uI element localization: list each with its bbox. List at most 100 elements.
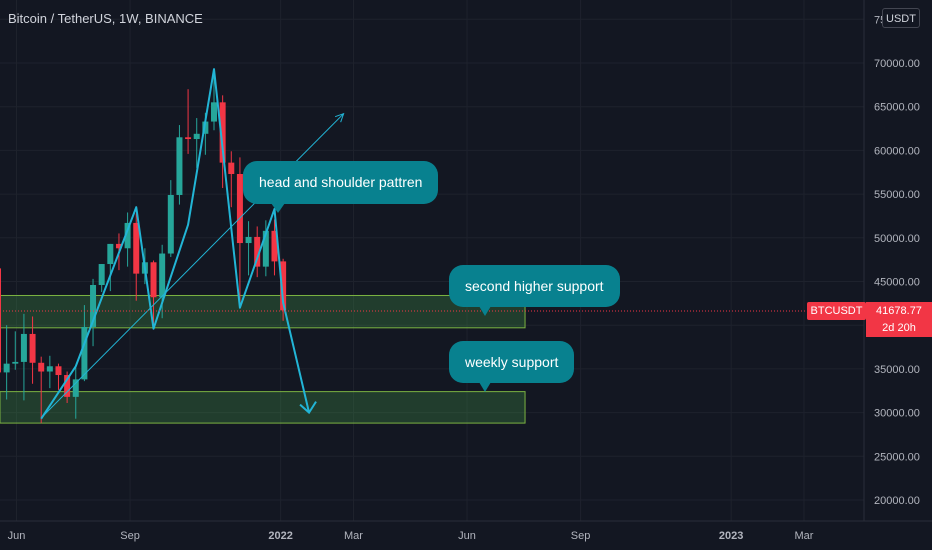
currency-unit-button[interactable]: USDT <box>882 8 920 28</box>
candle-body <box>64 375 71 397</box>
candle-body <box>280 261 287 311</box>
price-tick-label: 70000.00 <box>874 58 920 70</box>
candle-body <box>271 230 278 262</box>
candle-down[interactable] <box>55 363 62 390</box>
last-price-symbol-tag: BTCUSDT <box>807 302 866 320</box>
candle-body <box>0 268 1 373</box>
candle-up[interactable] <box>245 221 252 276</box>
last-price-label: 41678.77 <box>866 302 932 320</box>
candle-body <box>3 363 10 373</box>
price-tick-label: 65000.00 <box>874 102 920 114</box>
candle-body <box>124 222 131 249</box>
candle-down[interactable] <box>280 258 287 321</box>
candle-up[interactable] <box>20 313 27 401</box>
candle-down[interactable] <box>236 157 243 308</box>
path-arrowhead <box>299 401 317 415</box>
weekly-support-callout-text: weekly support <box>465 354 559 370</box>
candle-up[interactable] <box>3 325 10 400</box>
candle-body <box>262 230 269 267</box>
callout-tail <box>479 382 491 392</box>
candle-body <box>167 194 174 254</box>
candle-body <box>72 379 79 397</box>
symbol-title[interactable]: Bitcoin / TetherUS, 1W, BINANCE <box>8 11 203 26</box>
trend-line-arrowhead <box>334 112 345 123</box>
candle-up[interactable] <box>46 355 53 389</box>
candle-body <box>29 333 36 363</box>
candle-body <box>228 162 235 174</box>
candle-down[interactable] <box>254 226 261 278</box>
price-tick-label: 55000.00 <box>874 189 920 201</box>
price-tick-label: 30000.00 <box>874 408 920 420</box>
time-tick-label: Jun <box>8 530 26 542</box>
candle-up[interactable] <box>176 125 183 205</box>
candle-down[interactable] <box>271 219 278 276</box>
price-axis[interactable]: 75000.0070000.0065000.0060000.0055000.00… <box>874 14 920 507</box>
candle-up[interactable] <box>90 278 97 347</box>
candle-up[interactable] <box>124 212 131 267</box>
candle-up[interactable] <box>98 264 105 292</box>
candle-body <box>219 102 226 163</box>
candle-body <box>254 236 261 267</box>
candle-up[interactable] <box>193 118 200 168</box>
candle-up[interactable] <box>262 220 269 277</box>
candle-body <box>176 137 183 195</box>
price-tick-label: 35000.00 <box>874 364 920 376</box>
candle-up[interactable] <box>72 365 79 419</box>
candle-body <box>211 102 217 122</box>
time-tick-label: Mar <box>795 530 814 542</box>
candle-down[interactable] <box>185 89 192 154</box>
candles[interactable] <box>0 71 287 424</box>
candle-body <box>115 243 122 249</box>
pattern-callout-text: head and shoulder pattren <box>259 174 423 190</box>
callout-tail <box>271 203 285 213</box>
candle-down[interactable] <box>228 151 235 208</box>
candle-down[interactable] <box>0 265 1 404</box>
second-support-callout[interactable]: second higher support <box>449 265 620 316</box>
candle-body <box>55 366 62 376</box>
time-tick-label: 2022 <box>268 530 292 542</box>
candle-body <box>245 236 252 244</box>
candle-body <box>46 366 53 372</box>
time-tick-label: Mar <box>344 530 363 542</box>
candle-body <box>38 362 45 372</box>
candle-down[interactable] <box>64 371 71 403</box>
price-tick-label: 50000.00 <box>874 233 920 245</box>
candle-body <box>133 222 140 274</box>
candle-body <box>185 137 192 140</box>
time-tick-label: Sep <box>120 530 140 542</box>
candle-body <box>98 264 105 285</box>
support-zone <box>0 294 526 329</box>
candle-body <box>107 243 114 265</box>
grid <box>0 0 864 521</box>
candle-up[interactable] <box>159 244 166 319</box>
second-support-callout-text: second higher support <box>465 278 604 294</box>
candle-body <box>90 284 97 327</box>
pattern-callout[interactable]: head and shoulder pattren <box>243 161 439 213</box>
candle-up[interactable] <box>107 243 114 292</box>
weekly-support-callout[interactable]: weekly support <box>449 341 575 392</box>
support-zone <box>0 391 526 424</box>
trend-line[interactable] <box>40 113 344 419</box>
candle-body <box>81 326 88 380</box>
candle-up[interactable] <box>211 71 217 131</box>
candle-body <box>150 262 157 298</box>
price-tick-label: 45000.00 <box>874 277 920 289</box>
head-and-shoulders-path[interactable] <box>40 68 311 420</box>
time-tick-label: 2023 <box>719 530 743 542</box>
candle-down[interactable] <box>150 260 157 329</box>
time-tick-label: Sep <box>571 530 591 542</box>
candle-up[interactable] <box>12 331 19 370</box>
time-tick-label: Jun <box>458 530 476 542</box>
price-tick-label: 20000.00 <box>874 495 920 507</box>
candle-down[interactable] <box>133 213 140 301</box>
candle-up[interactable] <box>167 180 174 258</box>
price-tick-label: 60000.00 <box>874 145 920 157</box>
candle-down[interactable] <box>38 356 45 424</box>
candle-down[interactable] <box>29 316 36 384</box>
candle-body <box>20 333 27 362</box>
candle-body <box>12 361 19 364</box>
time-axis[interactable]: Jun Sep 2022 Mar Jun Sep 2023 Mar <box>8 530 814 542</box>
support-zones <box>0 294 526 424</box>
candle-body <box>193 133 200 140</box>
